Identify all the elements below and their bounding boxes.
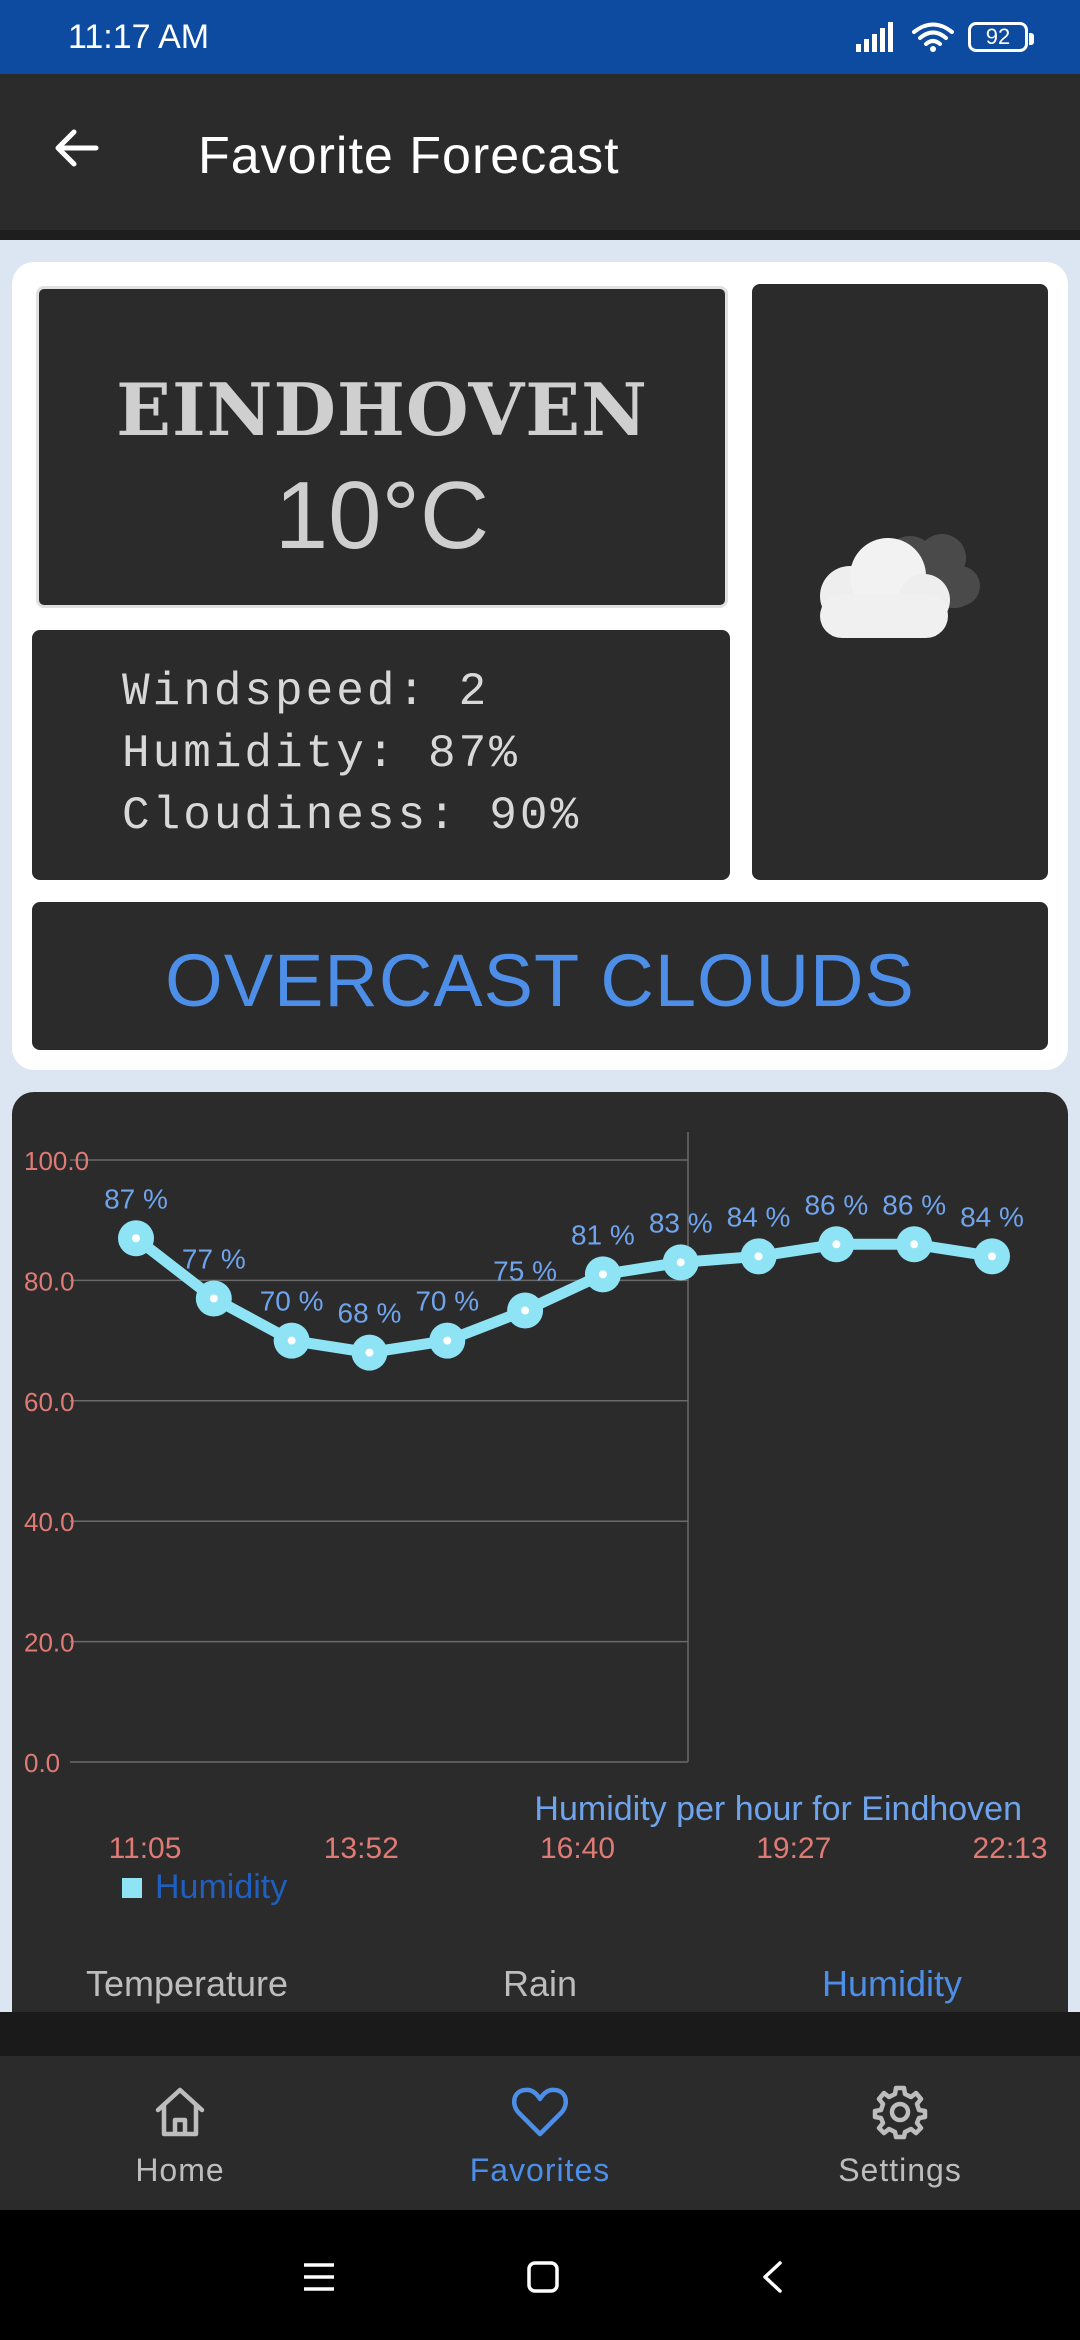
nav-settings[interactable]: Settings	[720, 2056, 1080, 2210]
y-tick-label: 60.0	[24, 1387, 75, 1417]
chart-card: 100.0 80.0 60.0 40.0 20.0 0.0 87 % 77 % 70 % 68 %…	[12, 1092, 1068, 2012]
data-label: 84 %	[727, 1201, 791, 1232]
data-label: 86 %	[882, 1189, 946, 1220]
data-point-center	[754, 1252, 763, 1261]
battery-level: 92	[985, 24, 1011, 49]
data-point-center	[209, 1294, 218, 1303]
x-tick-label: 13:52	[324, 1832, 399, 1865]
data-label: 83 %	[649, 1207, 713, 1238]
x-tick-label: 19:27	[756, 1832, 831, 1865]
current-temperature: 10°C	[274, 462, 490, 569]
status-time: 11:17 AM	[68, 18, 210, 56]
y-tick-label: 0.0	[24, 1748, 60, 1778]
humidity-text: Humidity: 87%	[122, 728, 520, 780]
back-triangle-icon[interactable]	[760, 2260, 784, 2294]
nav-divider	[0, 2012, 1080, 2056]
city-panel: EINDHOVEN 10°C	[36, 286, 728, 608]
data-point-center	[287, 1336, 296, 1345]
app-bar: Favorite Forecast	[0, 74, 1080, 230]
battery-icon: 92	[968, 22, 1034, 52]
data-point-center	[832, 1240, 841, 1249]
legend-swatch	[122, 1878, 142, 1898]
status-icons: 92	[856, 14, 1034, 60]
data-point-center	[365, 1348, 374, 1357]
status-bar: 11:17 AM 92	[0, 0, 1080, 74]
home-square-icon[interactable]	[526, 2260, 560, 2294]
bottom-navigation: Home Favorites Settings	[0, 2056, 1080, 2210]
page-title: Favorite Forecast	[198, 127, 620, 185]
data-label: 87 %	[104, 1183, 168, 1214]
weather-icon-panel	[752, 284, 1048, 880]
system-navigation-bar	[0, 2210, 1080, 2340]
data-point-center	[598, 1270, 607, 1279]
data-point-center	[443, 1336, 452, 1345]
data-label: 77 %	[182, 1243, 246, 1274]
chart-tab-temperature[interactable]: Temperature	[86, 1963, 288, 2004]
data-point-center	[676, 1258, 685, 1267]
heart-icon	[511, 2087, 569, 2137]
nav-home[interactable]: Home	[0, 2056, 360, 2210]
chart-tab-rain[interactable]: Rain	[503, 1963, 577, 2004]
legend-label: Humidity	[155, 1868, 287, 1906]
chart-tab-humidity[interactable]: Humidity	[822, 1963, 962, 2004]
y-tick-label: 80.0	[24, 1266, 75, 1296]
data-label: 84 %	[960, 1201, 1024, 1232]
data-label: 86 %	[804, 1189, 868, 1220]
nav-home-label: Home	[135, 2152, 225, 2188]
data-label: 75 %	[493, 1256, 557, 1287]
data-point-center	[910, 1240, 919, 1249]
overcast-clouds-icon	[820, 534, 980, 638]
home-icon	[155, 2087, 205, 2137]
back-arrow-icon[interactable]	[48, 118, 108, 178]
y-tick-label: 100.0	[24, 1146, 89, 1176]
weather-condition: OVERCAST CLOUDS	[165, 939, 915, 1022]
x-tick-label: 16:40	[540, 1832, 615, 1865]
x-tick-label: 11:05	[109, 1832, 182, 1865]
data-label: 81 %	[571, 1219, 635, 1250]
data-label: 70 %	[260, 1286, 324, 1317]
city-name: EINDHOVEN	[116, 367, 648, 452]
nav-favorites-label: Favorites	[469, 2152, 611, 2188]
nav-settings-label: Settings	[838, 2152, 962, 2188]
data-label: 70 %	[415, 1286, 479, 1317]
y-tick-label: 20.0	[24, 1628, 75, 1658]
menu-icon[interactable]	[302, 2262, 336, 2292]
data-point-center	[521, 1306, 530, 1315]
chart-title: Humidity per hour for Eindhoven	[534, 1790, 1022, 1828]
signal-icon	[856, 22, 893, 52]
stats-panel: Windspeed: 2 Humidity: 87% Cloudiness: 9…	[32, 630, 730, 880]
condition-panel: OVERCAST CLOUDS	[32, 902, 1048, 1050]
x-tick-label: 22:13	[972, 1832, 1047, 1865]
y-tick-label: 40.0	[24, 1507, 75, 1537]
nav-favorites[interactable]: Favorites	[360, 2056, 720, 2210]
app-bar-divider	[0, 230, 1080, 240]
data-point-center	[988, 1252, 996, 1261]
cloudiness-text: Cloudiness: 90%	[122, 790, 582, 842]
wifi-icon	[912, 22, 954, 52]
humidity-chart[interactable]: 100.0 80.0 60.0 40.0 20.0 0.0 87 % 77 % 70 % 68 %…	[12, 1092, 1068, 2012]
gear-icon	[872, 2085, 928, 2140]
windspeed-text: Windspeed: 2	[122, 666, 490, 718]
data-label: 68 %	[338, 1298, 402, 1329]
data-point-center	[132, 1234, 140, 1243]
